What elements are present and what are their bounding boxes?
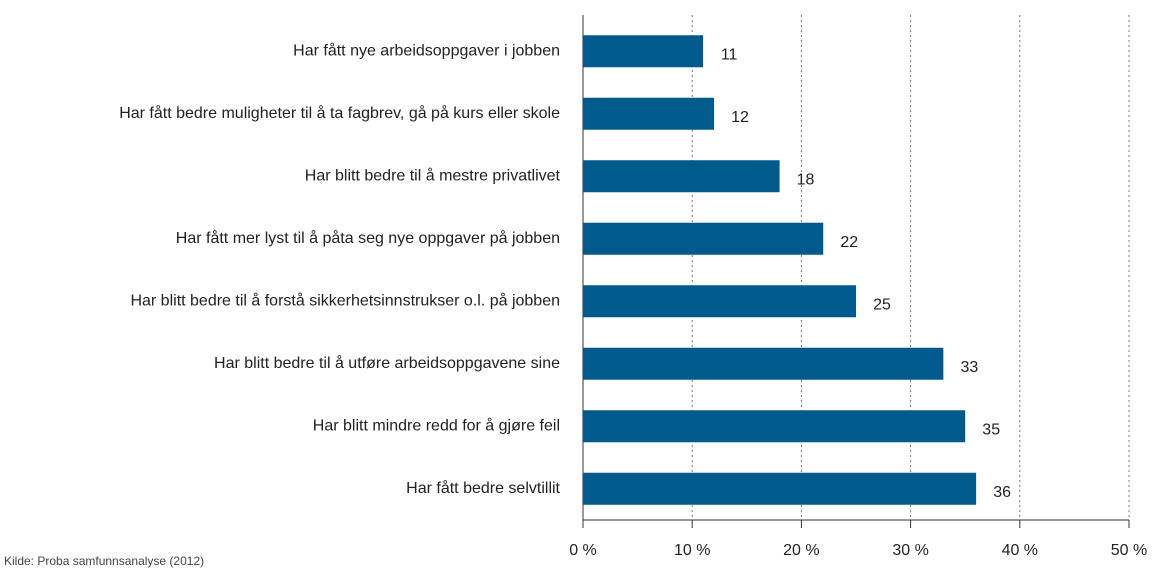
y-tick-label: Har fått mer lyst til å påta seg nye opp…: [176, 229, 560, 247]
bar: [583, 222, 824, 255]
y-tick-label: Har fått bedre muligheter til å ta fagbr…: [119, 104, 560, 122]
bar: [583, 160, 780, 193]
bar: [583, 347, 944, 380]
x-tick-label: 20 %: [783, 542, 819, 559]
x-tick-label: 0 %: [569, 542, 597, 559]
data-label: 33: [960, 359, 978, 376]
source-note: Kilde: Proba samfunnsanalyse (2012): [4, 554, 204, 568]
x-tick-label: 30 %: [892, 542, 928, 559]
bar: [583, 410, 966, 443]
bar: [583, 35, 704, 68]
data-label: 36: [993, 484, 1011, 501]
y-tick-label: Har blitt bedre til å utføre arbeidsoppg…: [214, 354, 560, 372]
data-label: 12: [731, 109, 749, 126]
bar: [583, 472, 977, 505]
y-tick-label: Har fått bedre selvtillit: [406, 479, 560, 497]
y-tick-label: Har blitt bedre til å forstå sikkerhetsi…: [130, 291, 560, 309]
y-tick-label: Har blitt mindre redd for å gjøre feil: [313, 416, 560, 434]
data-label: 35: [982, 421, 1000, 438]
x-tick-label: 40 %: [1002, 542, 1038, 559]
x-tick-label: 10 %: [674, 542, 710, 559]
data-label: 11: [721, 46, 738, 63]
x-tick-label: 50 %: [1111, 542, 1147, 559]
bar: [583, 285, 856, 318]
data-label: 25: [873, 296, 891, 313]
y-tick-label: Har blitt bedre til å mestre privatlivet: [305, 166, 561, 184]
data-label: 18: [797, 171, 815, 188]
data-label: 22: [840, 234, 858, 251]
bar: [583, 97, 715, 130]
y-tick-label: Har fått nye arbeidsoppgaver i jobben: [293, 41, 560, 59]
